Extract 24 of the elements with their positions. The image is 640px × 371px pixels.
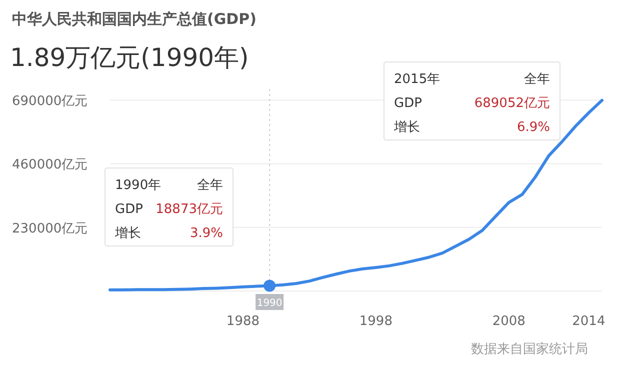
y-tick-label: 690000亿元 [12,94,88,110]
annotation: 18873亿元 [156,202,223,217]
x-tick-label: 2008 [492,314,526,329]
text: 2015年 [394,72,440,87]
annotation: GDP [394,96,422,111]
annotation: 3.9% [190,226,223,241]
ref-line-label: 1990 [256,298,282,309]
text: 全年 [524,72,550,87]
chart-subtitle: 1.89万亿元(1990年) [10,43,249,72]
x-tick-label: 1998 [359,314,392,329]
annotation: 增长 [114,226,141,241]
annotation: 689052亿元 [474,96,550,111]
annotation: 6.9% [516,120,550,135]
chart-title: 中华人民共和国国内生产总值(GDP) [12,10,256,28]
x-tick-label: 1988 [226,314,260,329]
x-tick-label: 2014 [572,314,606,329]
annotation: 全年 [197,178,223,193]
annotation: 增长 [393,120,420,135]
text: 数据来自国家统计局 [471,341,588,357]
y-tick-label: 460000亿元 [12,158,88,173]
annotation: GDP [115,202,144,217]
annotation: 1990年 [115,178,162,193]
y-tick-label: 230000亿元 [12,221,88,236]
line-series [108,98,604,292]
